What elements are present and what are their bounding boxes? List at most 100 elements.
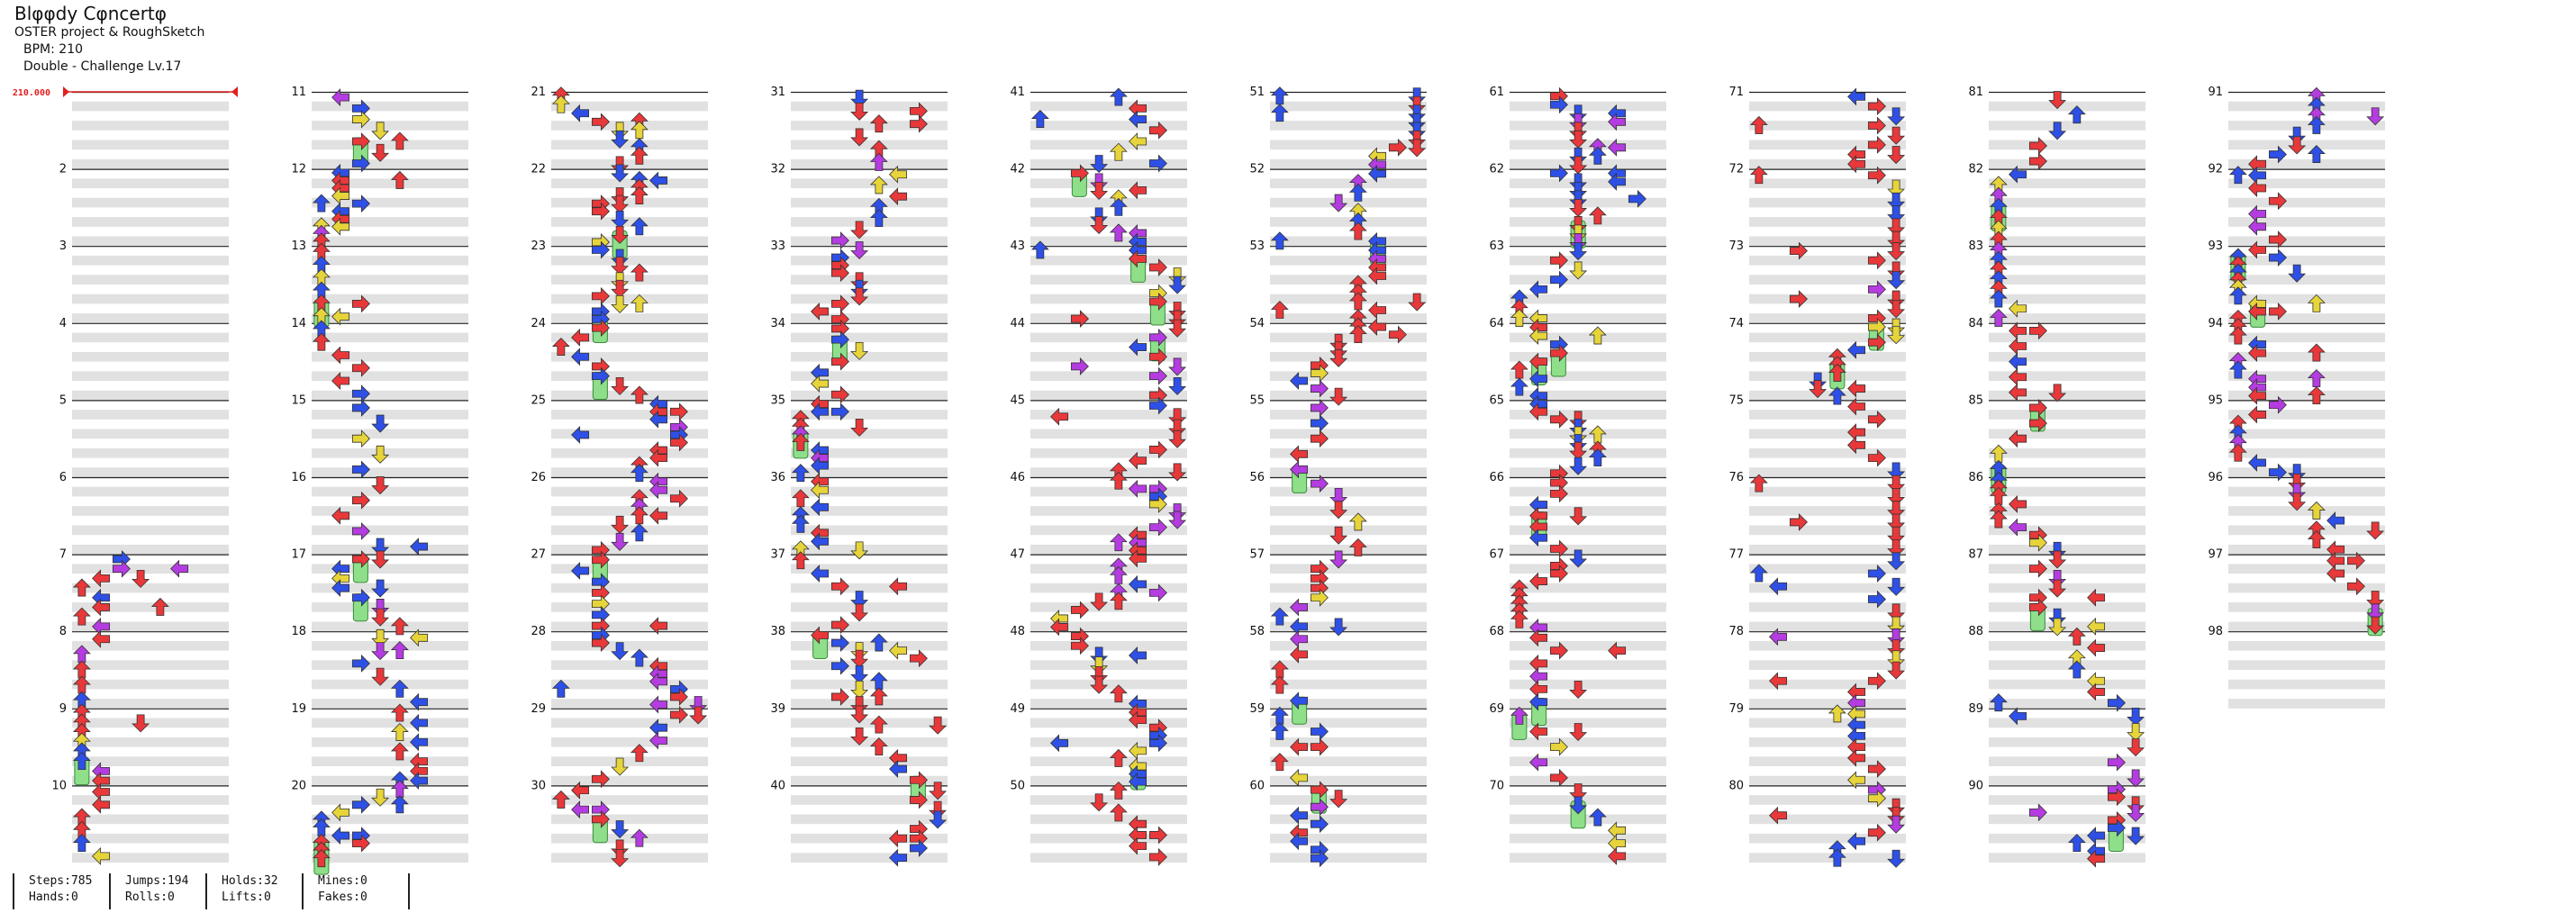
arrow-note <box>1887 146 1906 165</box>
arrow-note <box>1529 572 1548 591</box>
beat-stripe <box>1270 737 1427 747</box>
beat-stripe <box>1030 718 1187 728</box>
beat-stripe <box>1270 718 1427 728</box>
arrow-note <box>1030 240 1049 259</box>
arrow-note <box>1789 290 1808 309</box>
beat-stripe <box>1749 699 1906 709</box>
beat-stripe <box>312 294 468 304</box>
arrow-note <box>2067 660 2086 679</box>
arrow-note <box>1569 261 1588 280</box>
beat-stripe <box>312 583 468 593</box>
measure: 80 <box>1728 779 1906 863</box>
measure: 96 <box>2208 471 2385 555</box>
arrow-note <box>669 687 688 706</box>
arrow-note <box>1129 646 1147 664</box>
arrow-note <box>371 550 390 569</box>
arrow-note <box>1030 110 1049 128</box>
beat-stripe <box>1270 756 1427 766</box>
measure-number: 62 <box>1489 163 1504 176</box>
arrow-note <box>1588 146 1607 165</box>
arrow-note <box>1887 501 1906 520</box>
arrow-note <box>312 332 331 351</box>
beat-stripe <box>312 660 468 670</box>
beat-stripe <box>1510 795 1666 805</box>
arrow-note <box>1847 397 1866 416</box>
arrow-note <box>1887 539 1906 558</box>
beat-stripe <box>312 544 468 555</box>
measure: 87 <box>1968 548 2145 632</box>
beat-stripe <box>791 275 948 285</box>
arrow-note <box>1090 646 1109 665</box>
measure-number: 86 <box>1968 471 1983 484</box>
stat-fakes: Fakes:0 <box>318 890 367 904</box>
arrow-note <box>2087 849 2106 868</box>
beat-stripe <box>551 313 708 323</box>
measure-number: 74 <box>1728 317 1744 330</box>
beat-stripe <box>312 121 468 131</box>
arrow-note <box>551 95 570 113</box>
arrow-note <box>850 664 869 683</box>
arrow-note <box>1828 704 1846 723</box>
arrow-note <box>630 263 649 282</box>
arrow-note <box>2248 344 2267 363</box>
beat-stripe <box>312 467 468 477</box>
measure-number: 69 <box>1489 702 1504 716</box>
beat-stripe <box>1270 564 1427 574</box>
arrow-note <box>1847 436 1866 455</box>
arrow-note <box>2366 591 2385 610</box>
arrow-note <box>669 489 688 508</box>
measure-number: 80 <box>1728 779 1744 792</box>
beat-stripe <box>791 294 948 304</box>
beat-stripe <box>791 236 948 247</box>
beat-stripe <box>791 140 948 150</box>
arrow-note <box>1310 849 1329 868</box>
beat-stripe <box>1749 158 1906 169</box>
arrow-note <box>2288 493 2307 511</box>
arrow-note <box>1569 441 1588 460</box>
measure: 81 <box>1968 86 2145 169</box>
arrow-note <box>92 569 111 588</box>
measure-number: 54 <box>1249 317 1265 330</box>
arrow-note <box>2048 550 2067 569</box>
arrow-note <box>1270 607 1289 626</box>
arrow-note <box>611 642 630 661</box>
arrow-note <box>2228 286 2247 305</box>
arrow-note <box>830 352 849 371</box>
measure-number: 67 <box>1489 548 1504 562</box>
beat-stripe <box>1270 410 1427 420</box>
arrow-note <box>889 577 908 596</box>
arrow-note <box>1569 456 1588 475</box>
arrow-note <box>811 498 830 517</box>
measure: 70 <box>1489 779 1666 863</box>
beat-stripe <box>551 121 708 131</box>
measure: 47 <box>1010 548 1187 632</box>
beat-stripe <box>1989 197 2145 208</box>
beat-stripe <box>1270 679 1427 690</box>
arrow-note <box>1887 462 1906 481</box>
arrow-note <box>2048 91 2067 110</box>
arrow-note <box>830 616 849 635</box>
beat-stripe <box>1270 390 1427 401</box>
measure: 91 <box>2208 86 2385 169</box>
arrow-note <box>1129 181 1147 200</box>
beat-stripe <box>1030 121 1187 131</box>
arrow-note <box>1887 815 1906 834</box>
beat-stripe <box>1749 332 1906 343</box>
beat-stripe <box>1270 602 1427 612</box>
beat-stripe <box>1030 583 1187 593</box>
arrow-note <box>2009 299 2027 318</box>
arrow-note <box>331 307 350 326</box>
arrow-note <box>1070 164 1089 183</box>
arrow-note <box>1569 681 1588 699</box>
arrow-note <box>2248 302 2267 321</box>
measure-number: 60 <box>1249 779 1265 792</box>
beat-stripe <box>1510 737 1666 747</box>
arrow-note <box>571 328 590 347</box>
arrow-note <box>1549 410 1568 429</box>
arrow-note <box>331 88 350 107</box>
measure-number: 73 <box>1728 240 1744 253</box>
beat-stripe <box>551 737 708 747</box>
beat-stripe <box>1749 814 1906 825</box>
arrow-note <box>410 772 429 791</box>
arrow-note <box>1168 319 1187 338</box>
